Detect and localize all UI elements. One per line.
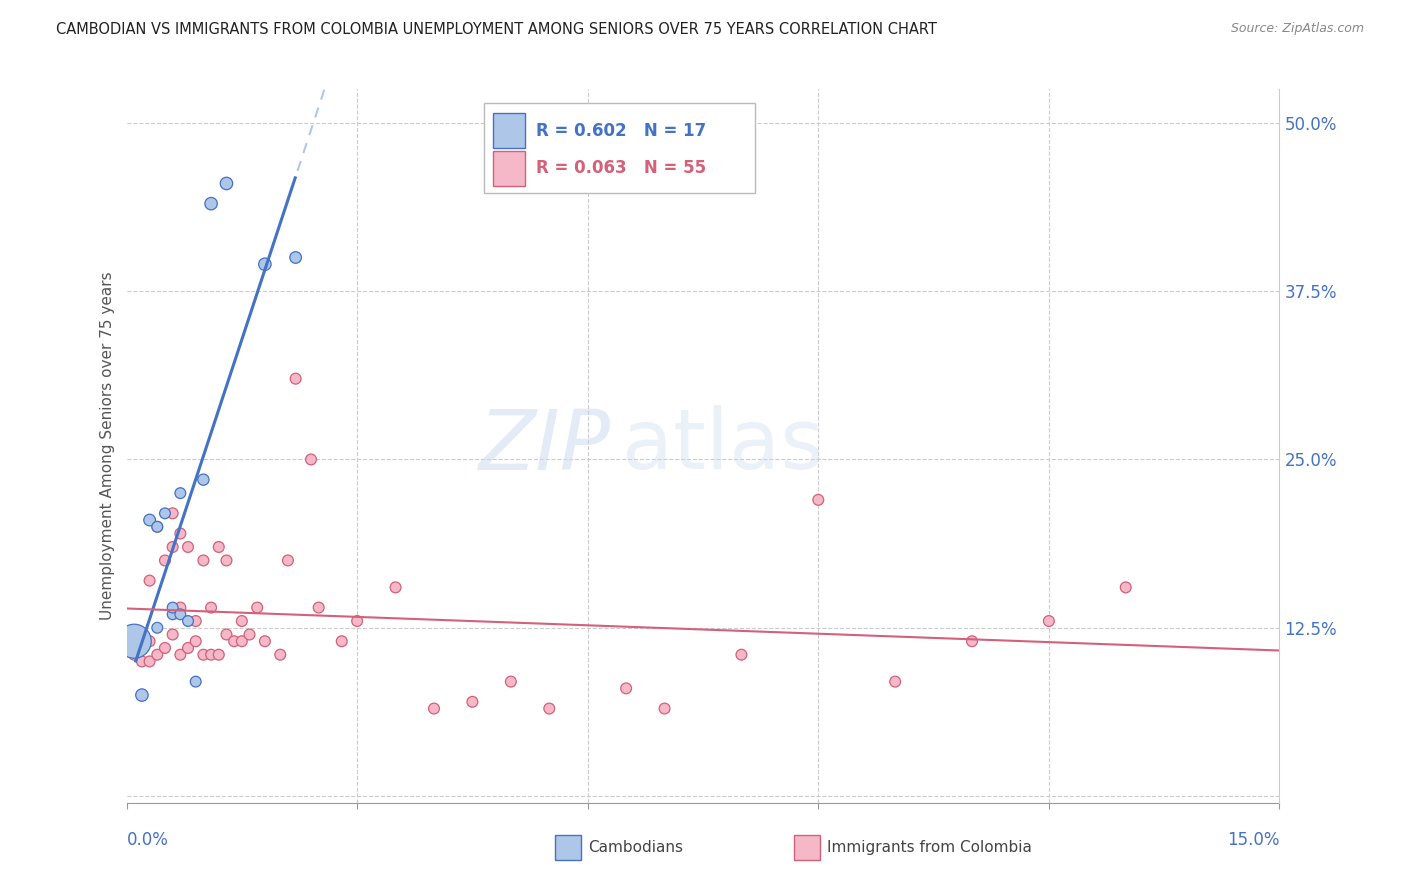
Point: [169, 526, 191, 541]
Point: [162, 506, 184, 520]
Point: [200, 196, 222, 211]
Point: [153, 553, 176, 567]
Point: [122, 634, 145, 648]
Point: [208, 540, 231, 554]
Point: [122, 648, 145, 662]
Point: [146, 520, 169, 534]
Text: ZIP: ZIP: [479, 406, 610, 486]
Point: [253, 634, 276, 648]
Point: [162, 627, 184, 641]
Point: [162, 600, 184, 615]
Point: [224, 634, 246, 648]
Point: [138, 513, 160, 527]
Point: [215, 177, 238, 191]
Point: [269, 648, 291, 662]
Text: R = 0.063   N = 55: R = 0.063 N = 55: [536, 160, 706, 178]
Point: [131, 655, 153, 669]
Point: [193, 553, 215, 567]
Point: [122, 634, 145, 648]
Point: [423, 701, 446, 715]
Point: [654, 701, 676, 715]
Text: 0.0%: 0.0%: [127, 831, 169, 849]
Point: [238, 627, 260, 641]
Point: [146, 648, 169, 662]
Point: [246, 600, 269, 615]
Point: [299, 452, 322, 467]
Text: Immigrants from Colombia: Immigrants from Colombia: [827, 840, 1032, 855]
Point: [461, 695, 484, 709]
Point: [177, 614, 200, 628]
Text: 15.0%: 15.0%: [1227, 831, 1279, 849]
Text: Source: ZipAtlas.com: Source: ZipAtlas.com: [1230, 22, 1364, 36]
Text: CAMBODIAN VS IMMIGRANTS FROM COLOMBIA UNEMPLOYMENT AMONG SENIORS OVER 75 YEARS C: CAMBODIAN VS IMMIGRANTS FROM COLOMBIA UN…: [56, 22, 938, 37]
Point: [146, 520, 169, 534]
Point: [138, 655, 160, 669]
Point: [499, 674, 522, 689]
Point: [177, 540, 200, 554]
Point: [162, 540, 184, 554]
Point: [153, 506, 176, 520]
Point: [200, 648, 222, 662]
Point: [284, 251, 307, 265]
Point: [193, 473, 215, 487]
Point: [177, 640, 200, 655]
Point: [131, 688, 153, 702]
Point: [169, 607, 191, 622]
FancyBboxPatch shape: [484, 103, 755, 193]
FancyBboxPatch shape: [494, 152, 526, 186]
Point: [284, 372, 307, 386]
Point: [215, 553, 238, 567]
Point: [330, 634, 353, 648]
Point: [884, 674, 907, 689]
Point: [138, 634, 160, 648]
Point: [277, 553, 299, 567]
Point: [253, 257, 276, 271]
Point: [807, 492, 830, 507]
Point: [614, 681, 637, 696]
Point: [162, 607, 184, 622]
Text: R = 0.602   N = 17: R = 0.602 N = 17: [536, 121, 706, 139]
Point: [538, 701, 561, 715]
Point: [138, 574, 160, 588]
Point: [346, 614, 368, 628]
Point: [184, 674, 207, 689]
Point: [308, 600, 330, 615]
Point: [169, 486, 191, 500]
Point: [215, 627, 238, 641]
Point: [384, 580, 406, 594]
Point: [131, 634, 153, 648]
Point: [231, 614, 253, 628]
Point: [153, 640, 176, 655]
Point: [146, 621, 169, 635]
Text: Cambodians: Cambodians: [588, 840, 683, 855]
Point: [184, 614, 207, 628]
Point: [231, 634, 253, 648]
Point: [184, 634, 207, 648]
Point: [208, 648, 231, 662]
Text: atlas: atlas: [623, 406, 824, 486]
Point: [1038, 614, 1060, 628]
Point: [169, 600, 191, 615]
Point: [200, 600, 222, 615]
FancyBboxPatch shape: [494, 113, 526, 148]
Y-axis label: Unemployment Among Seniors over 75 years: Unemployment Among Seniors over 75 years: [100, 272, 115, 620]
Point: [169, 648, 191, 662]
Point: [730, 648, 752, 662]
Point: [1115, 580, 1137, 594]
Point: [193, 648, 215, 662]
Point: [960, 634, 983, 648]
